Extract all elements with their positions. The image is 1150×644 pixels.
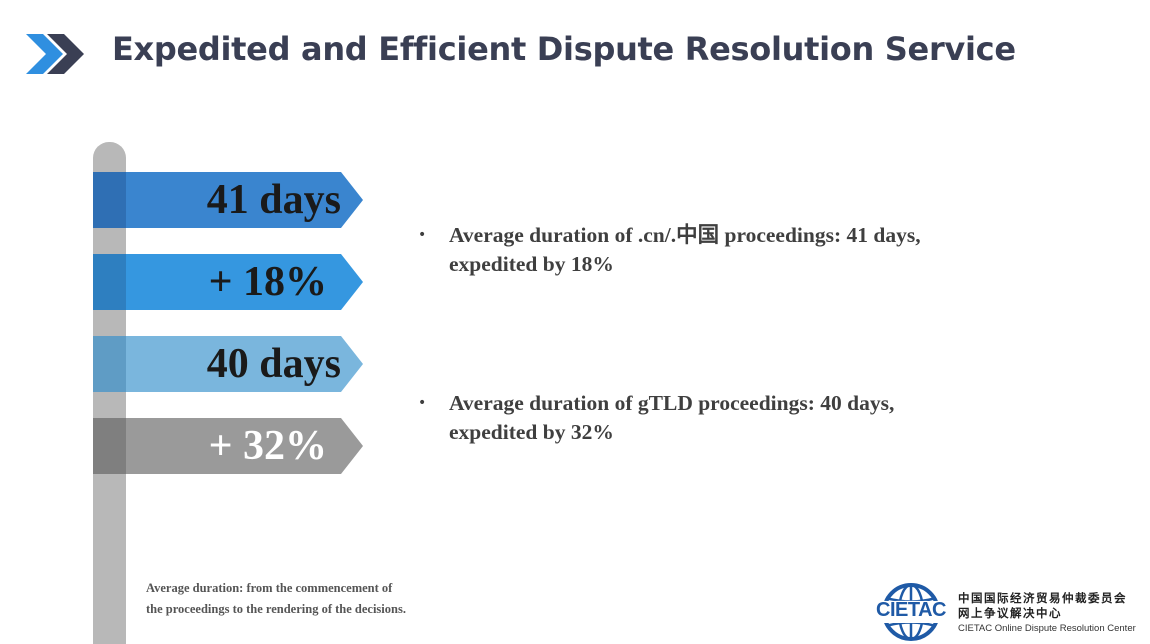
double-chevron-icon (26, 34, 84, 74)
bullet-cn-duration: • Average duration of .cn/.中国 proceeding… (418, 221, 1058, 279)
logo-text: 中国国际经济贸易仲裁委员会 网上争议解决中心 CIETAC Online Dis… (958, 591, 1136, 636)
sign-plus-32-percent: + 32% (93, 418, 363, 474)
bullet-line: expedited by 18% (449, 252, 614, 276)
logo-name-en: CIETAC Online Dispute Resolution Center (958, 623, 1136, 634)
sign-label: 41 days (206, 177, 341, 223)
bullet-marker: • (418, 395, 427, 411)
bullet-gtld-duration: • Average duration of gTLD proceedings: … (418, 389, 1058, 447)
arrow-sign-shape (93, 336, 363, 392)
arrow-sign-shape (93, 254, 363, 310)
arrow-sign-shape (93, 172, 363, 228)
globe-emblem-icon (880, 583, 942, 641)
arrow-sign-shape (93, 418, 363, 474)
logo-name-zh: 中国国际经济贸易仲裁委员会 (958, 591, 1127, 605)
sign-label: + 18% (208, 259, 327, 305)
bullet-line: Average duration of .cn/.中国 proceedings:… (449, 223, 921, 247)
sign-label: + 32% (208, 423, 327, 469)
footnote-line: the proceedings to the rendering of the … (146, 602, 406, 616)
footnote-line: Average duration: from the commencement … (146, 581, 393, 595)
bullet-marker: • (418, 227, 427, 243)
bullet-line: Average duration of gTLD proceedings: 40… (449, 391, 895, 415)
sign-label: 40 days (206, 341, 341, 387)
sign-40-days: 40 days (93, 336, 363, 392)
sign-41-days: 41 days (93, 172, 363, 228)
logo-wordmark: CIETAC (876, 599, 946, 621)
bullet-line: expedited by 32% (449, 420, 614, 444)
cietac-logo: CIETAC 中国国际经济贸易仲裁委员会 网上争议解决中心 CIETAC Onl… (876, 583, 1146, 643)
slide-title: Expedited and Efficient Dispute Resoluti… (112, 30, 1016, 68)
footnote: Average duration: from the commencement … (146, 578, 446, 620)
logo-name-zh-sub: 网上争议解决中心 (958, 606, 1062, 620)
sign-plus-18-percent: + 18% (93, 254, 363, 310)
